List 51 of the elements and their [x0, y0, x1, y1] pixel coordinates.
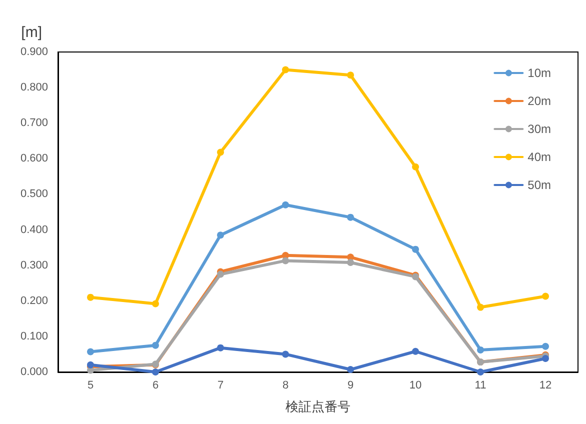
point — [87, 348, 94, 356]
point — [282, 201, 289, 208]
point — [152, 368, 159, 376]
x-tick-label: 11 — [474, 380, 486, 392]
point — [217, 148, 224, 156]
point — [217, 232, 224, 239]
point — [282, 257, 289, 264]
y-tick-label: 0.700 — [20, 117, 48, 130]
y-tick-label: 0.400 — [20, 224, 48, 236]
x-tick-label: 12 — [539, 380, 552, 392]
point — [412, 163, 419, 170]
legend-label: 20m — [528, 94, 552, 108]
legend-label: 30m — [528, 122, 552, 136]
point — [542, 354, 549, 362]
point — [347, 214, 354, 221]
point — [217, 344, 224, 352]
point — [347, 258, 354, 266]
point — [412, 348, 419, 355]
y-tick-label: 0.900 — [20, 46, 48, 58]
point — [87, 294, 94, 301]
point — [347, 72, 354, 79]
point — [152, 300, 159, 308]
point — [542, 292, 549, 300]
y-tick-label: 0.800 — [20, 82, 48, 94]
point — [282, 66, 289, 74]
y-tick-label: 0.200 — [20, 294, 48, 307]
y-axis-title: [m] — [21, 24, 42, 41]
point — [477, 368, 484, 376]
y-tick-label: 0.300 — [20, 259, 48, 272]
point — [217, 270, 224, 278]
point — [347, 366, 354, 374]
point — [477, 304, 484, 311]
x-tick-label: 7 — [217, 380, 224, 392]
y-tick-label: 0.100 — [20, 330, 48, 342]
x-tick-label: 5 — [87, 380, 94, 392]
y-tick-label: 0.000 — [20, 366, 48, 378]
point — [542, 342, 549, 350]
x-tick-label: 10 — [409, 380, 422, 392]
x-tick-label: 6 — [152, 380, 159, 392]
y-tick-label: 0.600 — [20, 152, 48, 165]
legend-label: 40m — [528, 150, 552, 164]
point — [152, 342, 159, 349]
x-tick-label: 9 — [347, 380, 354, 392]
legend-label: 10m — [528, 66, 552, 80]
legend-label: 50m — [528, 178, 552, 192]
point — [412, 246, 419, 253]
point — [477, 346, 484, 354]
point — [282, 350, 289, 358]
x-tick-label: 8 — [282, 380, 289, 392]
y-tick-label: 0.500 — [20, 188, 48, 200]
x-axis-title: 検証点番号 — [286, 399, 350, 414]
